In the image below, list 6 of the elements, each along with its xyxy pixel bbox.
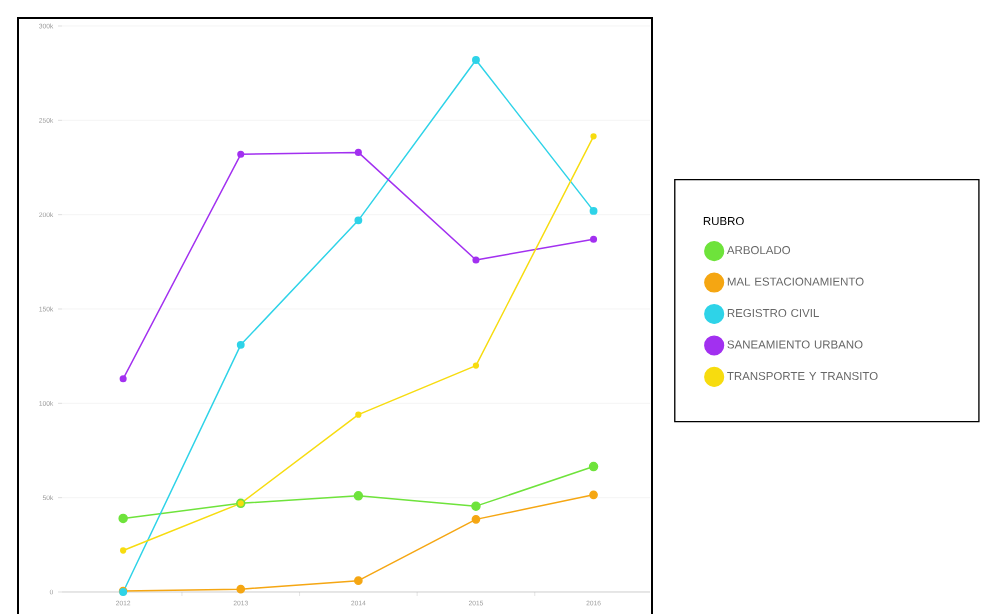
legend-title: RUBRO xyxy=(703,216,744,226)
legend-label: ARBOLADO xyxy=(726,246,791,255)
legend-label: REGISTRO CIVIL xyxy=(727,308,819,318)
legend-label: SANEAMIENTO URBANO xyxy=(727,340,863,349)
legend-label: TRANSPORTE Y TRANSITO xyxy=(727,371,878,381)
legend-label: MAL ESTACIONAMIENTO xyxy=(727,277,864,286)
